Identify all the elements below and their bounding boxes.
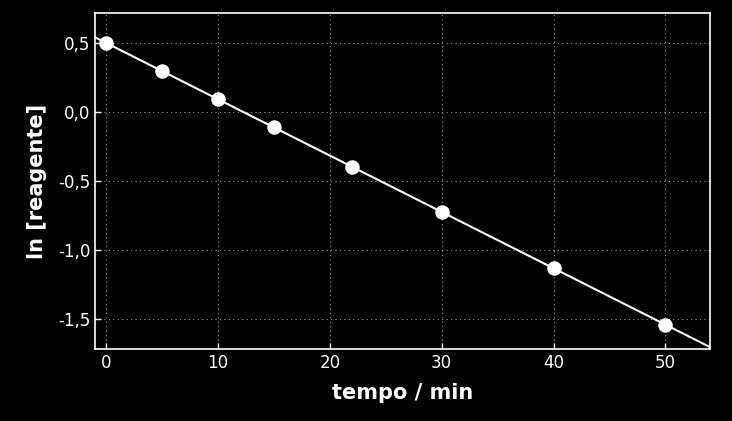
Point bbox=[100, 40, 112, 46]
Point bbox=[212, 96, 224, 103]
Point bbox=[346, 164, 358, 171]
Point bbox=[157, 68, 168, 75]
Point bbox=[548, 265, 559, 272]
Point bbox=[436, 208, 447, 215]
Point bbox=[660, 321, 671, 328]
Y-axis label: ln [reagente]: ln [reagente] bbox=[27, 104, 47, 258]
Point bbox=[268, 124, 280, 131]
X-axis label: tempo / min: tempo / min bbox=[332, 384, 473, 403]
